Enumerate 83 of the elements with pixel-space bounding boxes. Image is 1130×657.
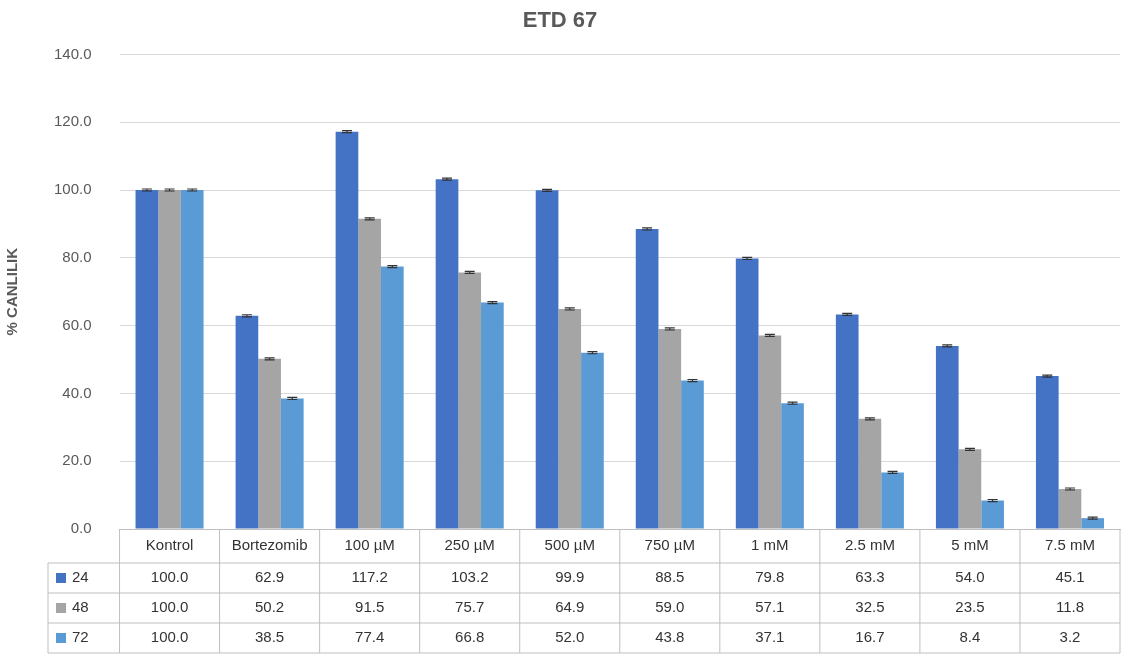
y-tick-label: 0.0 [70,519,92,537]
data-label: 75.7 [455,598,485,616]
bar [935,345,959,529]
data-label: 11.8 [1055,598,1085,616]
y-tick-label: 120.0 [53,112,92,130]
legend-label: 24 [72,568,89,586]
data-label: 32.5 [855,598,885,616]
bar [858,418,882,529]
x-tick-label: 250 µM [444,536,495,554]
bar [180,190,204,529]
x-tick-label: 1 mM [751,536,789,554]
bar [280,398,304,529]
data-label: 91.5 [355,598,385,616]
bar [335,131,359,529]
x-tick-label: 2.5 mM [844,536,895,554]
x-tick-label: 750 µM [644,536,695,554]
data-label: 103.2 [450,568,489,586]
x-tick-label: 500 µM [544,536,595,554]
y-tick-label: 140.0 [53,44,92,62]
data-label: 117.2 [351,568,388,586]
bar [958,449,982,529]
chart-title: ETD 67 [522,7,598,33]
data-label: 37.1 [755,628,785,646]
data-label: 16.7 [855,628,885,646]
x-tick-label: 7.5 mM [1044,536,1095,554]
data-label: 3.2 [1059,628,1081,646]
data-label: 8.4 [959,628,981,646]
data-label: 66.8 [455,628,485,646]
data-label: 100.0 [150,628,189,646]
y-tick-label: 40.0 [62,383,92,401]
x-tick-label: 5 mM [951,536,989,554]
x-tick-label: 100 µM [344,536,395,554]
bar [581,352,604,529]
data-label: 38.5 [255,628,285,646]
data-label: 88.5 [655,568,685,586]
data-label: 77.4 [355,628,385,646]
data-label: 63.3 [855,568,885,586]
bar [635,228,659,529]
bar [135,190,159,529]
data-label: 54.0 [955,568,985,586]
bar [358,218,381,529]
bar [535,190,559,529]
bar [835,314,859,529]
bar [758,335,782,529]
data-label: 57.1 [755,598,785,616]
x-tick-label: Bortezomib [231,536,308,554]
bar [158,190,181,529]
bar [1058,489,1082,529]
data-label: 43.8 [655,628,685,646]
bar [981,500,1004,529]
bar [1035,376,1059,529]
data-label: 62.9 [255,568,285,586]
x-tick-label: Kontrol [145,536,194,554]
bar [1081,518,1104,529]
data-label: 79.8 [755,568,785,586]
bar [881,472,904,529]
bar [658,328,682,529]
data-label: 45.1 [1055,568,1085,586]
data-label: 52.0 [555,628,585,646]
bar [481,302,504,529]
bar [235,315,259,529]
y-tick-label: 100.0 [53,180,92,198]
legend-label: 72 [72,628,89,646]
data-label: 59.0 [655,598,685,616]
legend-label: 48 [72,598,89,616]
y-axis-title: % CANLILIK [3,247,21,336]
bar [380,266,404,529]
bar [458,272,482,529]
data-label: 23.5 [955,598,985,616]
bar [735,258,759,529]
bar [781,403,804,529]
bar [435,179,459,529]
data-label: 64.9 [555,598,585,616]
bar [258,358,281,529]
bar [558,308,582,529]
y-tick-label: 20.0 [62,451,92,469]
y-tick-label: 80.0 [62,247,92,265]
y-tick-label: 60.0 [62,315,92,333]
data-label: 50.2 [255,598,285,616]
data-label: 99.9 [555,568,585,586]
data-label: 100.0 [150,568,189,586]
data-label: 100.0 [150,598,189,616]
bar [681,380,704,529]
